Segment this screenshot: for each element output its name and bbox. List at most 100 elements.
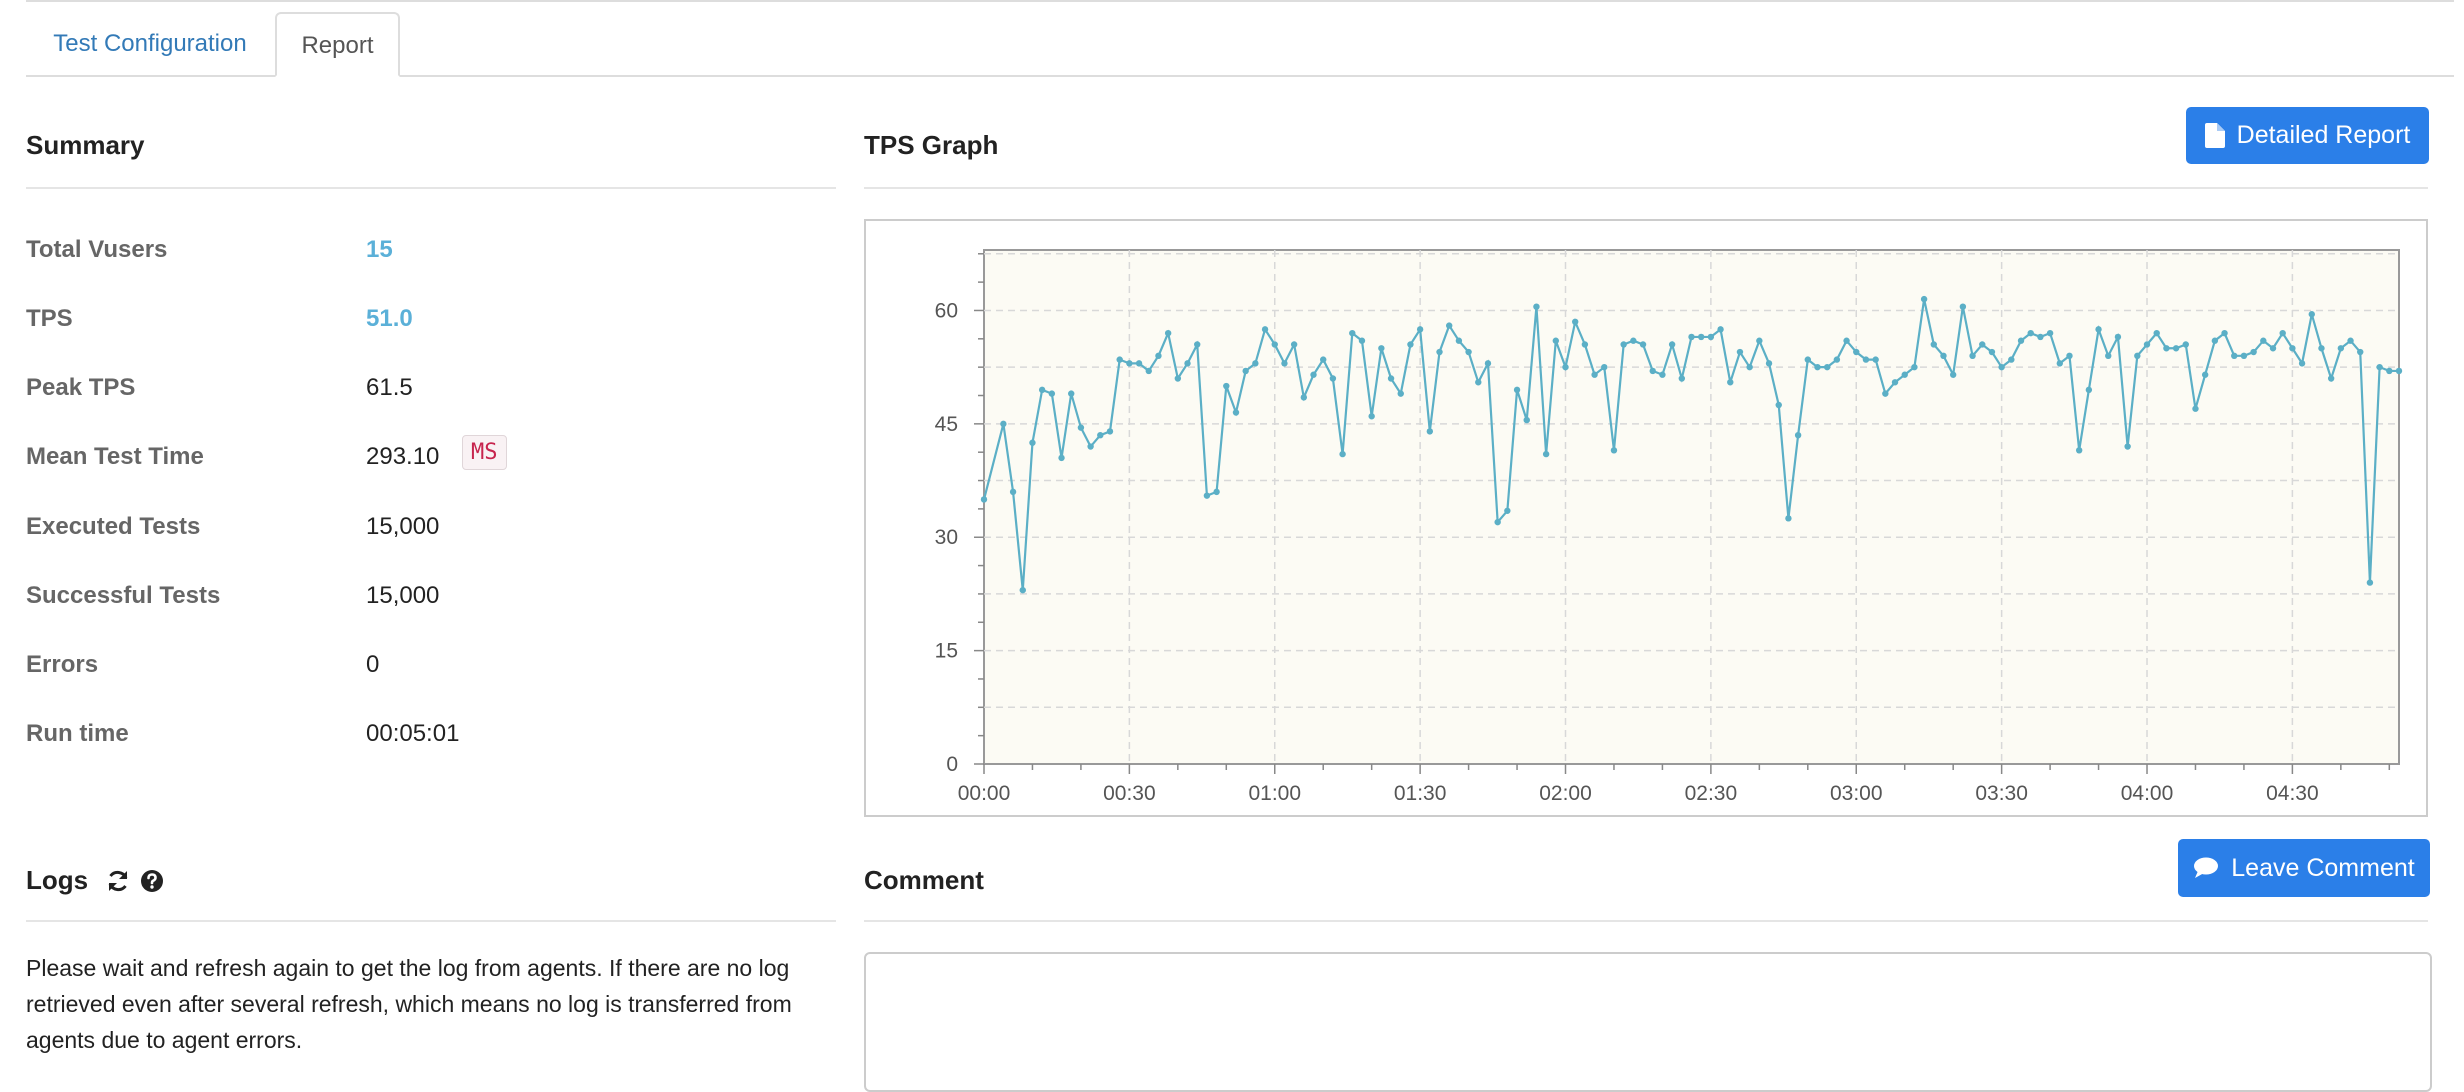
data-point (1368, 413, 1375, 420)
x-tick-label: 01:00 (1248, 782, 1301, 805)
data-point (2376, 363, 2383, 371)
x-tick-label: 01:30 (1394, 782, 1447, 805)
summary-row-peak-tps: Peak TPS 61.5 (26, 374, 826, 414)
data-point (1736, 348, 1744, 356)
data-point (1581, 341, 1589, 348)
data-point (1504, 507, 1511, 514)
data-point (1610, 447, 1618, 454)
data-point (2085, 386, 2093, 394)
data-point (1659, 371, 1666, 378)
data-point (1630, 337, 1637, 344)
data-point (1426, 428, 1434, 435)
data-point (1203, 492, 1211, 499)
peak-tps-value: 61.5 (366, 374, 413, 401)
report-tabs: Test Configuration Report (26, 12, 2454, 77)
data-point (1804, 356, 1812, 363)
data-point (1029, 439, 1036, 446)
data-point (1794, 431, 1802, 439)
data-point (1184, 360, 1191, 367)
data-point (1891, 379, 1899, 386)
x-tick-label: 04:30 (2266, 782, 2319, 805)
data-point (1552, 337, 1560, 344)
data-point (2357, 348, 2364, 356)
data-point (1465, 348, 1472, 356)
logs-divider (26, 920, 836, 922)
logs-message: Please wait and refresh again to get the… (26, 955, 792, 1053)
data-point (1058, 454, 1065, 462)
help-icon[interactable] (140, 869, 164, 893)
data-point (1639, 341, 1647, 348)
data-point (1814, 363, 1821, 371)
x-tick-label: 00:00 (958, 782, 1011, 805)
data-point (2153, 329, 2160, 337)
data-point (2134, 352, 2141, 360)
leave-comment-button[interactable]: Leave Comment (2178, 839, 2430, 897)
detailed-report-button[interactable]: Detailed Report (2186, 107, 2429, 164)
tab-report[interactable]: Report (275, 12, 400, 77)
data-point (2056, 360, 2063, 367)
data-point (1930, 341, 1937, 348)
data-point (1911, 363, 1918, 371)
data-point (1281, 360, 1288, 367)
logs-title: Logs (26, 865, 89, 895)
data-point (1387, 375, 1395, 382)
mean-test-time-value: 293.10 (366, 443, 440, 470)
data-point (1591, 371, 1598, 378)
x-tick-label: 02:30 (1685, 782, 1738, 805)
data-point (1727, 379, 1734, 386)
data-point (1038, 386, 1046, 394)
data-point (2366, 579, 2374, 586)
data-point (1833, 356, 1841, 363)
data-point (1116, 356, 1123, 363)
data-point (1135, 360, 1143, 367)
data-point (1194, 341, 1201, 348)
data-point (1882, 390, 1889, 397)
data-point (2279, 329, 2286, 337)
data-point (2066, 352, 2073, 360)
summary-divider (26, 187, 836, 189)
summary-row-total-vusers: Total Vusers 15 (26, 236, 826, 276)
data-point (2046, 329, 2054, 337)
data-point (2075, 447, 2083, 454)
data-point (2105, 352, 2112, 360)
data-point (1271, 341, 1278, 348)
data-point (1765, 360, 1773, 367)
tps-graph-divider (864, 187, 2428, 189)
data-point (1843, 337, 1850, 344)
data-point (2318, 345, 2325, 352)
data-point (1620, 341, 1627, 348)
data-point (2386, 367, 2393, 375)
comment-divider (864, 920, 2428, 922)
data-point (1707, 333, 1715, 341)
data-point (1746, 363, 1753, 371)
data-point (1678, 375, 1686, 382)
data-point (1494, 518, 1501, 526)
data-point (1164, 329, 1172, 337)
tps-chart-svg: 0 15 30 45 60 00:00 00:30 01:00 01:30 02:00 02:30 0… (935, 249, 2403, 805)
data-point (2269, 345, 2277, 352)
x-tick-label: 04:00 (2121, 782, 2174, 805)
data-point (2037, 333, 2044, 341)
data-point (2250, 348, 2257, 356)
y-tick-label: 15 (935, 640, 958, 663)
data-point (1378, 345, 1385, 352)
tab-test-configuration[interactable]: Test Configuration (53, 30, 247, 57)
y-tick-label: 45 (935, 413, 958, 436)
detailed-report-label: Detailed Report (2236, 121, 2411, 149)
data-point (1872, 356, 1879, 363)
data-point (2192, 405, 2199, 412)
data-point (2201, 371, 2209, 378)
data-point (1562, 363, 1569, 371)
data-point (1106, 428, 1114, 435)
data-point (1000, 420, 1007, 428)
refresh-icon[interactable] (106, 869, 130, 893)
tps-value: 51.0 (366, 305, 413, 332)
data-point (1542, 450, 1550, 458)
data-point (1397, 390, 1404, 397)
x-tick-label: 02:00 (1539, 782, 1592, 805)
data-point (1513, 386, 1521, 394)
comment-icon (2194, 857, 2219, 878)
data-point (1174, 375, 1182, 382)
summary-label: Successful Tests (26, 582, 221, 609)
data-point (1901, 371, 1908, 378)
